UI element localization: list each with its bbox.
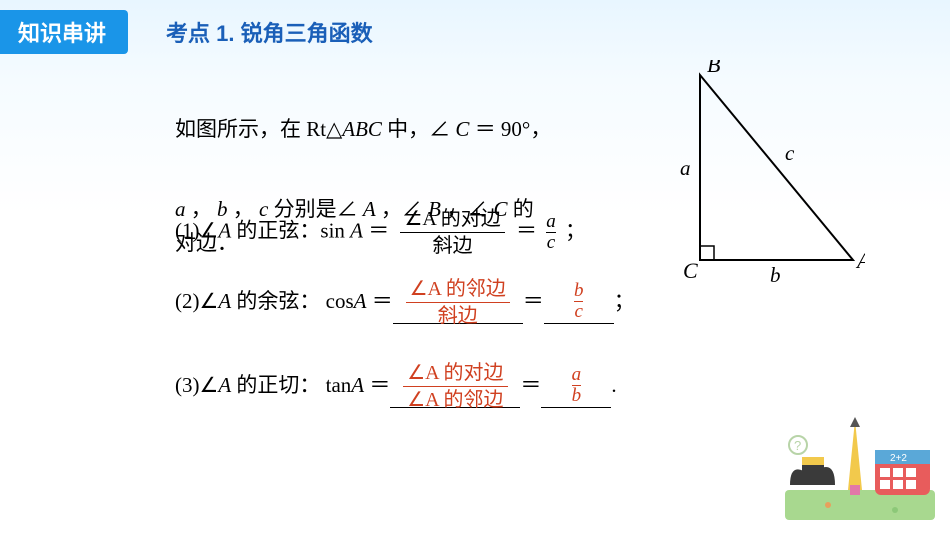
svg-text:2+2: 2+2 (890, 453, 907, 464)
fraction-den: b (572, 386, 582, 406)
fraction-den: c (575, 302, 583, 322)
cosine-label: (2)∠A 的余弦： cosA ＝ (175, 282, 393, 322)
var-A: A (350, 218, 363, 242)
fraction-num: ∠A 的邻边 (406, 278, 510, 302)
topic-title: 考点 1. 锐角三角函数 (166, 16, 373, 48)
cosine-blank-2: b c (544, 280, 614, 324)
cosine-ratio-fraction: b c (574, 281, 584, 322)
var-A: A (218, 218, 231, 242)
side-a: a (680, 156, 691, 180)
var-A: A (354, 289, 367, 313)
cosine-blank-1: ∠A 的邻边 斜边 (393, 280, 523, 324)
decoration-icon: 2+2 ? (780, 415, 940, 525)
var-abc: ABC (342, 117, 382, 141)
tangent-word-fraction: ∠A 的对边 ∠A 的邻边 (403, 362, 507, 411)
text: 中，∠ (382, 117, 456, 141)
tangent-row: (3)∠A 的正切： tanA ＝ ∠A 的对边 ∠A 的邻边 ＝ a b . (175, 364, 775, 408)
tangent-ratio-fraction: a b (572, 365, 582, 406)
text: ＝ (516, 218, 537, 242)
fraction-num: a (572, 365, 582, 385)
text: (1)∠ (175, 218, 218, 242)
var-A: A (218, 373, 231, 397)
vertex-B: B (707, 60, 720, 77)
fraction-num: ∠A 的对边 (403, 362, 507, 386)
svg-text:?: ? (794, 438, 801, 453)
var-c: C (455, 117, 469, 141)
vertex-C: C (683, 258, 698, 283)
side-b: b (770, 263, 781, 287)
text: 的正切： tan (231, 373, 351, 397)
text: ∠A 的对边 (404, 208, 500, 230)
text: ＝ (366, 289, 392, 313)
fraction-num: b (574, 281, 584, 301)
right-triangle-diagram: B A C a b c (635, 60, 865, 290)
text: ＝ (364, 373, 390, 397)
fraction-den: ∠A 的邻边 (403, 387, 507, 411)
var-A: A (351, 373, 364, 397)
side-c: c (785, 141, 795, 165)
fraction-num: ∠A 的对边 (400, 208, 504, 232)
sine-ratio-fraction: a c (546, 212, 556, 253)
text: ； (565, 218, 586, 242)
sine-def-line: (1)∠A 的正弦：sin A ＝ ∠A 的对边 斜边 ＝ a c ； (175, 208, 586, 257)
text: . (611, 366, 616, 406)
text: ＝ 90°， (469, 117, 551, 141)
fraction-den: 斜边 (434, 303, 482, 327)
fraction-num: a (546, 212, 556, 232)
var-A: A (218, 289, 231, 313)
fraction-den: 斜边 (429, 233, 477, 257)
text: (3)∠ (175, 373, 218, 397)
sine-word-fraction: ∠A 的对边 斜边 (400, 208, 504, 257)
tangent-label: (3)∠A 的正切： tanA ＝ (175, 366, 390, 406)
tangent-blank-1: ∠A 的对边 ∠A 的邻边 (390, 364, 520, 408)
text: (2)∠ (175, 289, 218, 313)
vertex-A: A (855, 248, 865, 273)
text: 的正弦：sin (231, 218, 350, 242)
text: 的余弦： cos (231, 289, 354, 313)
text: 如图所示，在 Rt△ (175, 117, 342, 141)
text: ＝ (523, 282, 544, 322)
tangent-blank-2: a b (541, 364, 611, 408)
section-badge: 知识串讲 (0, 10, 128, 54)
cosine-word-fraction: ∠A 的邻边 斜边 (406, 278, 510, 327)
text: ＝ (363, 218, 389, 242)
text: ＝ (520, 366, 541, 406)
text: ； (614, 282, 635, 322)
fraction-den: c (547, 233, 555, 253)
